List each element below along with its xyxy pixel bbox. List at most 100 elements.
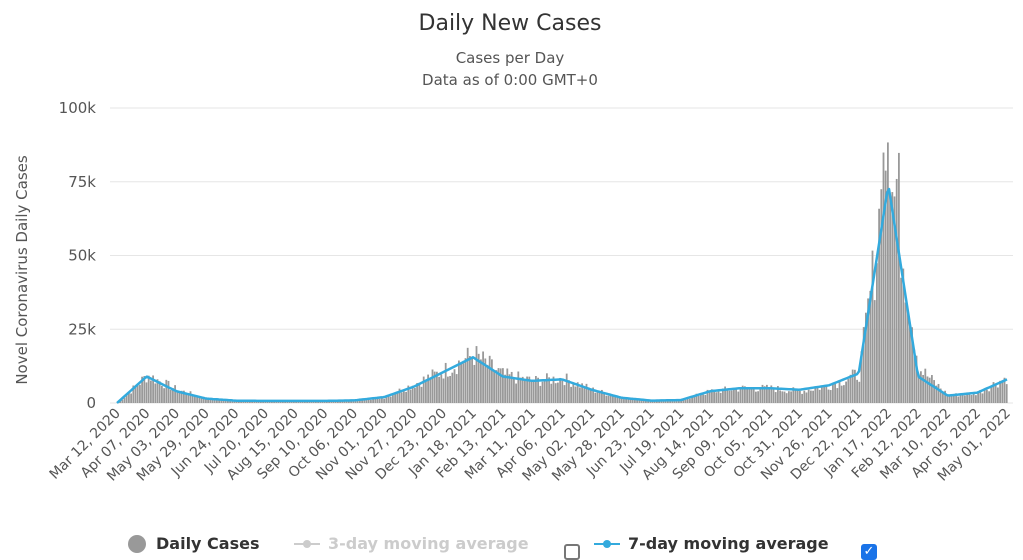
daily-case-bar <box>222 399 225 403</box>
daily-case-bar <box>601 389 603 403</box>
y-tick-label: 75k <box>68 173 96 191</box>
daily-case-bar <box>959 394 962 403</box>
daily-case-bar <box>642 400 645 403</box>
daily-case-bar <box>471 357 473 403</box>
daily-case-bar <box>1005 384 1008 403</box>
daily-case-bar <box>843 385 845 403</box>
daily-case-bar <box>966 392 968 403</box>
daily-case-bar <box>829 390 832 403</box>
daily-case-bar <box>495 370 498 403</box>
daily-case-bar <box>957 396 960 403</box>
daily-case-bar <box>748 388 751 403</box>
daily-case-bar <box>801 393 803 403</box>
daily-case-bar <box>546 373 548 403</box>
daily-case-bar <box>788 391 790 403</box>
daily-case-bar <box>735 388 737 403</box>
daily-case-bar <box>196 395 198 403</box>
daily-case-bar <box>480 359 482 403</box>
daily-case-bar <box>141 376 143 403</box>
daily-case-bar <box>174 385 176 403</box>
daily-case-bar <box>807 389 810 403</box>
daily-case-bar <box>128 392 130 403</box>
daily-case-bar <box>508 374 511 403</box>
daily-case-bar <box>561 380 564 403</box>
legend-item-7-day-average[interactable]: 7-day moving average <box>594 534 829 553</box>
daily-case-bar <box>898 152 900 403</box>
daily-case-bar <box>757 391 759 403</box>
grid-lines <box>110 107 1013 404</box>
daily-case-bar <box>605 395 608 403</box>
daily-case-bar <box>840 385 843 403</box>
daily-case-bar <box>590 389 592 403</box>
legend-item-daily-cases[interactable]: Daily Cases <box>128 534 259 553</box>
daily-case-bar <box>161 385 163 403</box>
chart-title: Daily New Cases <box>419 11 602 36</box>
daily-case-bar <box>581 383 583 403</box>
daily-case-bar <box>887 142 889 403</box>
daily-case-bar <box>387 395 390 403</box>
daily-case-bar <box>361 398 363 403</box>
daily-case-bar <box>403 391 405 403</box>
daily-case-bar <box>772 389 775 403</box>
daily-case-bar <box>717 389 720 403</box>
daily-case-bar <box>970 394 973 403</box>
daily-case-bar <box>981 393 984 403</box>
daily-case-bar <box>167 380 170 403</box>
daily-case-bar <box>273 401 275 403</box>
daily-case-bar <box>464 358 467 403</box>
daily-case-bar <box>726 388 729 403</box>
daily-case-bar <box>491 359 493 403</box>
daily-case-bar <box>378 398 381 403</box>
daily-case-bar <box>660 400 663 403</box>
daily-case-bar <box>583 388 586 403</box>
checkbox-3-day-average[interactable] <box>564 544 580 560</box>
legend-item-3-day-average[interactable]: 3-day moving average <box>294 534 529 553</box>
daily-case-bar <box>385 397 388 403</box>
daily-case-bar <box>900 277 902 403</box>
daily-case-bar <box>889 197 891 403</box>
daily-case-bar <box>530 380 533 403</box>
daily-case-bar <box>737 391 740 403</box>
daily-case-bar <box>119 400 121 403</box>
daily-case-bar <box>656 400 658 403</box>
y-tick-label: 100k <box>59 99 97 117</box>
daily-case-bar <box>376 396 379 403</box>
daily-case-bar <box>805 392 808 403</box>
daily-case-bar <box>999 380 1001 403</box>
daily-case-bar <box>871 250 874 403</box>
daily-case-bar <box>460 362 462 403</box>
daily-case-bar <box>664 400 667 403</box>
legend-line-marker-icon <box>594 537 620 551</box>
daily-case-bar <box>125 394 128 403</box>
daily-case-bar <box>623 399 625 403</box>
daily-case-bar <box>618 397 621 403</box>
daily-case-bar <box>521 376 524 403</box>
daily-case-bar <box>528 376 531 403</box>
daily-case-bar <box>422 376 425 403</box>
daily-case-bar <box>431 369 434 403</box>
daily-case-bar <box>337 401 339 403</box>
daily-case-bar <box>592 387 594 403</box>
daily-case-bar <box>532 381 535 403</box>
daily-case-bar <box>979 389 982 403</box>
daily-case-bar <box>392 394 394 403</box>
daily-case-bar <box>636 399 638 403</box>
daily-case-bar <box>1003 377 1006 403</box>
daily-case-bar <box>836 388 839 403</box>
daily-case-bar <box>515 383 517 403</box>
daily-case-bar <box>433 371 436 403</box>
daily-case-bar <box>191 394 194 403</box>
daily-case-bar <box>629 398 632 403</box>
daily-case-bar <box>911 327 913 403</box>
daily-new-cases-chart: Daily New Cases Cases per Day Data as of… <box>13 11 1014 485</box>
daily-case-bar <box>156 379 159 403</box>
daily-case-bar <box>697 395 700 403</box>
daily-case-bar <box>510 371 513 403</box>
daily-case-bar <box>169 390 172 403</box>
daily-case-bar <box>189 391 192 403</box>
daily-case-bar <box>834 383 836 403</box>
daily-case-bar <box>935 385 938 403</box>
daily-case-bar <box>816 387 819 403</box>
daily-case-bar <box>176 392 179 403</box>
checkbox-7-day-average[interactable]: ✓ <box>861 544 877 560</box>
